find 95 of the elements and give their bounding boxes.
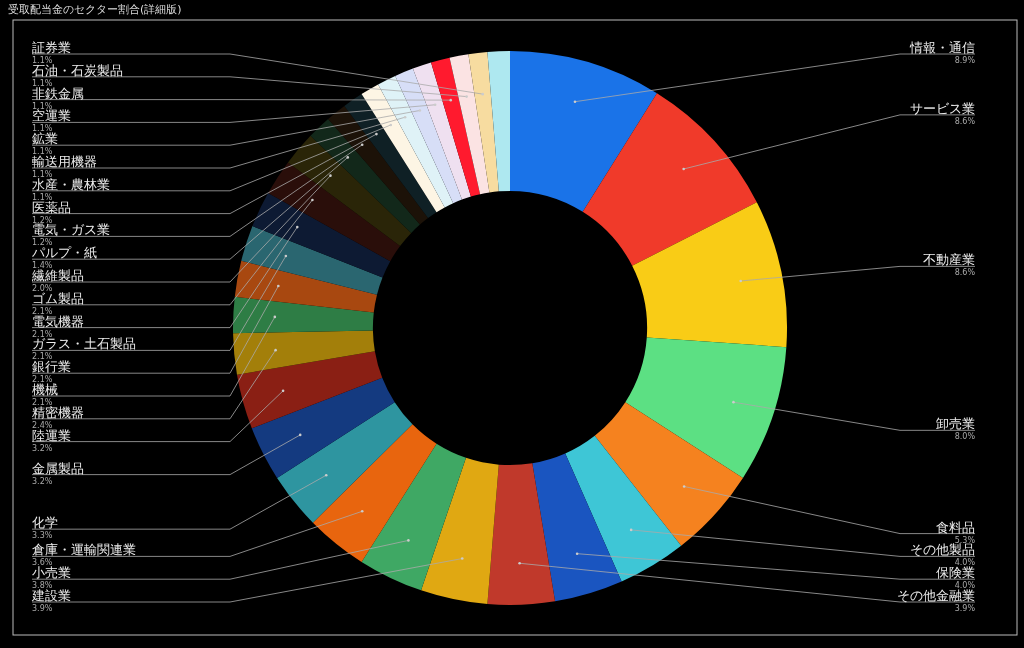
data-label: 4.0% <box>954 558 976 568</box>
donut-slice <box>233 330 375 375</box>
donut-slice <box>468 51 499 193</box>
slice-label: 証券業 <box>32 40 71 55</box>
slice-label: パルプ・紙 <box>31 245 97 261</box>
slice-label: サービス業 <box>910 100 975 116</box>
slice-label: 銀行業 <box>32 359 71 375</box>
data-label: 8.9% <box>954 56 976 65</box>
slice-label: 機械 <box>32 382 58 397</box>
donut-slice <box>233 296 374 334</box>
data-label: 1.1% <box>32 124 53 134</box>
donut-slice <box>449 54 490 195</box>
data-label: 1.2% <box>32 238 53 248</box>
slice-label: 陸運業 <box>32 427 71 443</box>
donut-slice <box>277 402 413 523</box>
donut-slice <box>268 162 401 262</box>
slice-label: 倉庫・運輸関連業 <box>32 542 136 558</box>
data-label: 2.1% <box>32 398 53 407</box>
data-label: 1.1% <box>32 56 53 65</box>
donut-slice <box>487 51 510 192</box>
slice-label: 電気・ガス業 <box>32 222 110 238</box>
slice-label: 繊維製品 <box>31 268 84 283</box>
slice-label: その他金融業 <box>897 588 975 603</box>
slice-label: その他製品 <box>910 542 975 558</box>
donut-slice <box>361 84 445 213</box>
data-label: 3.8% <box>32 581 53 591</box>
data-label: 1.1% <box>32 192 53 202</box>
donut-slice <box>582 93 757 266</box>
slice-label: 化学 <box>32 515 58 531</box>
data-label: 1.1% <box>32 170 53 179</box>
slice-label: 保険業 <box>936 565 975 581</box>
slice-label: 非鉄金属 <box>32 85 84 101</box>
donut-slice <box>241 226 383 295</box>
slice-label: 石油・石炭製品 <box>32 62 123 78</box>
data-label: 1.1% <box>32 101 53 111</box>
slice-label: 金属製品 <box>32 460 84 476</box>
slice-label: 電気機器 <box>32 313 84 329</box>
slice-label: 輸送用機器 <box>32 154 97 169</box>
donut-slice <box>421 457 499 605</box>
donut-slice <box>487 463 556 605</box>
donut-slice <box>395 68 462 204</box>
data-label: 3.2% <box>32 476 53 486</box>
slice-label: 空運業 <box>32 108 71 124</box>
donut-slice <box>565 435 682 582</box>
slice-label: 食料品 <box>936 519 975 535</box>
slice-label: ガラス・土石製品 <box>32 336 136 352</box>
data-label: 2.1% <box>32 306 53 316</box>
data-label: 3.3% <box>32 531 53 541</box>
donut-slice <box>251 377 395 478</box>
donut-slice <box>378 75 454 208</box>
data-label: 3.2% <box>32 443 53 453</box>
data-label: 3.6% <box>32 558 53 568</box>
donut-slice <box>625 337 787 478</box>
slice-label: 卸売業 <box>936 416 975 432</box>
donut-slice <box>310 119 420 233</box>
donut-slice <box>361 443 466 591</box>
donut-slice <box>344 94 437 219</box>
data-label: 1.1% <box>32 147 53 157</box>
data-label: 8.6% <box>954 116 976 126</box>
data-label: 5.3% <box>954 535 976 545</box>
data-label: 2.1% <box>32 352 53 362</box>
donut-slice <box>252 193 391 278</box>
data-label: 3.9% <box>32 604 53 613</box>
data-label: 2.1% <box>32 375 53 385</box>
slice-label: 建設業 <box>31 588 71 603</box>
slice-label: 水産・農林業 <box>32 176 110 192</box>
data-label: 3.9% <box>954 604 976 613</box>
data-label: 4.0% <box>954 581 976 591</box>
slice-label: 不動産業 <box>923 252 975 268</box>
data-label: 1.2% <box>32 215 53 225</box>
data-label: 2.4% <box>32 420 53 430</box>
data-label: 8.0% <box>954 432 976 442</box>
slice-label: 精密機器 <box>32 404 84 420</box>
donut-slice <box>431 57 481 197</box>
slice-label: ゴム製品 <box>32 290 84 306</box>
donut-slice <box>328 105 429 225</box>
donut-slice <box>287 135 412 247</box>
donut-slice <box>412 62 471 200</box>
data-label: 1.1% <box>32 78 53 88</box>
donut-slice <box>234 260 377 313</box>
data-label: 8.6% <box>954 268 976 278</box>
slice-label: 情報・通信 <box>909 40 975 55</box>
slice-label: 小売業 <box>32 565 71 581</box>
donut-slice <box>312 424 437 562</box>
donut-slice <box>632 202 787 348</box>
slice-label: 鉱業 <box>32 131 58 147</box>
chart-title: 受取配当金のセクター割合(詳細版) <box>8 3 182 16</box>
donut-slice <box>236 351 383 429</box>
donut-slice <box>594 402 743 546</box>
slice-label: 医薬品 <box>32 199 71 215</box>
data-label: 2.0% <box>32 284 53 293</box>
donut-slice <box>510 51 657 212</box>
data-label: 2.1% <box>32 329 53 339</box>
data-label: 1.4% <box>32 261 53 271</box>
donut-slice <box>532 453 622 602</box>
